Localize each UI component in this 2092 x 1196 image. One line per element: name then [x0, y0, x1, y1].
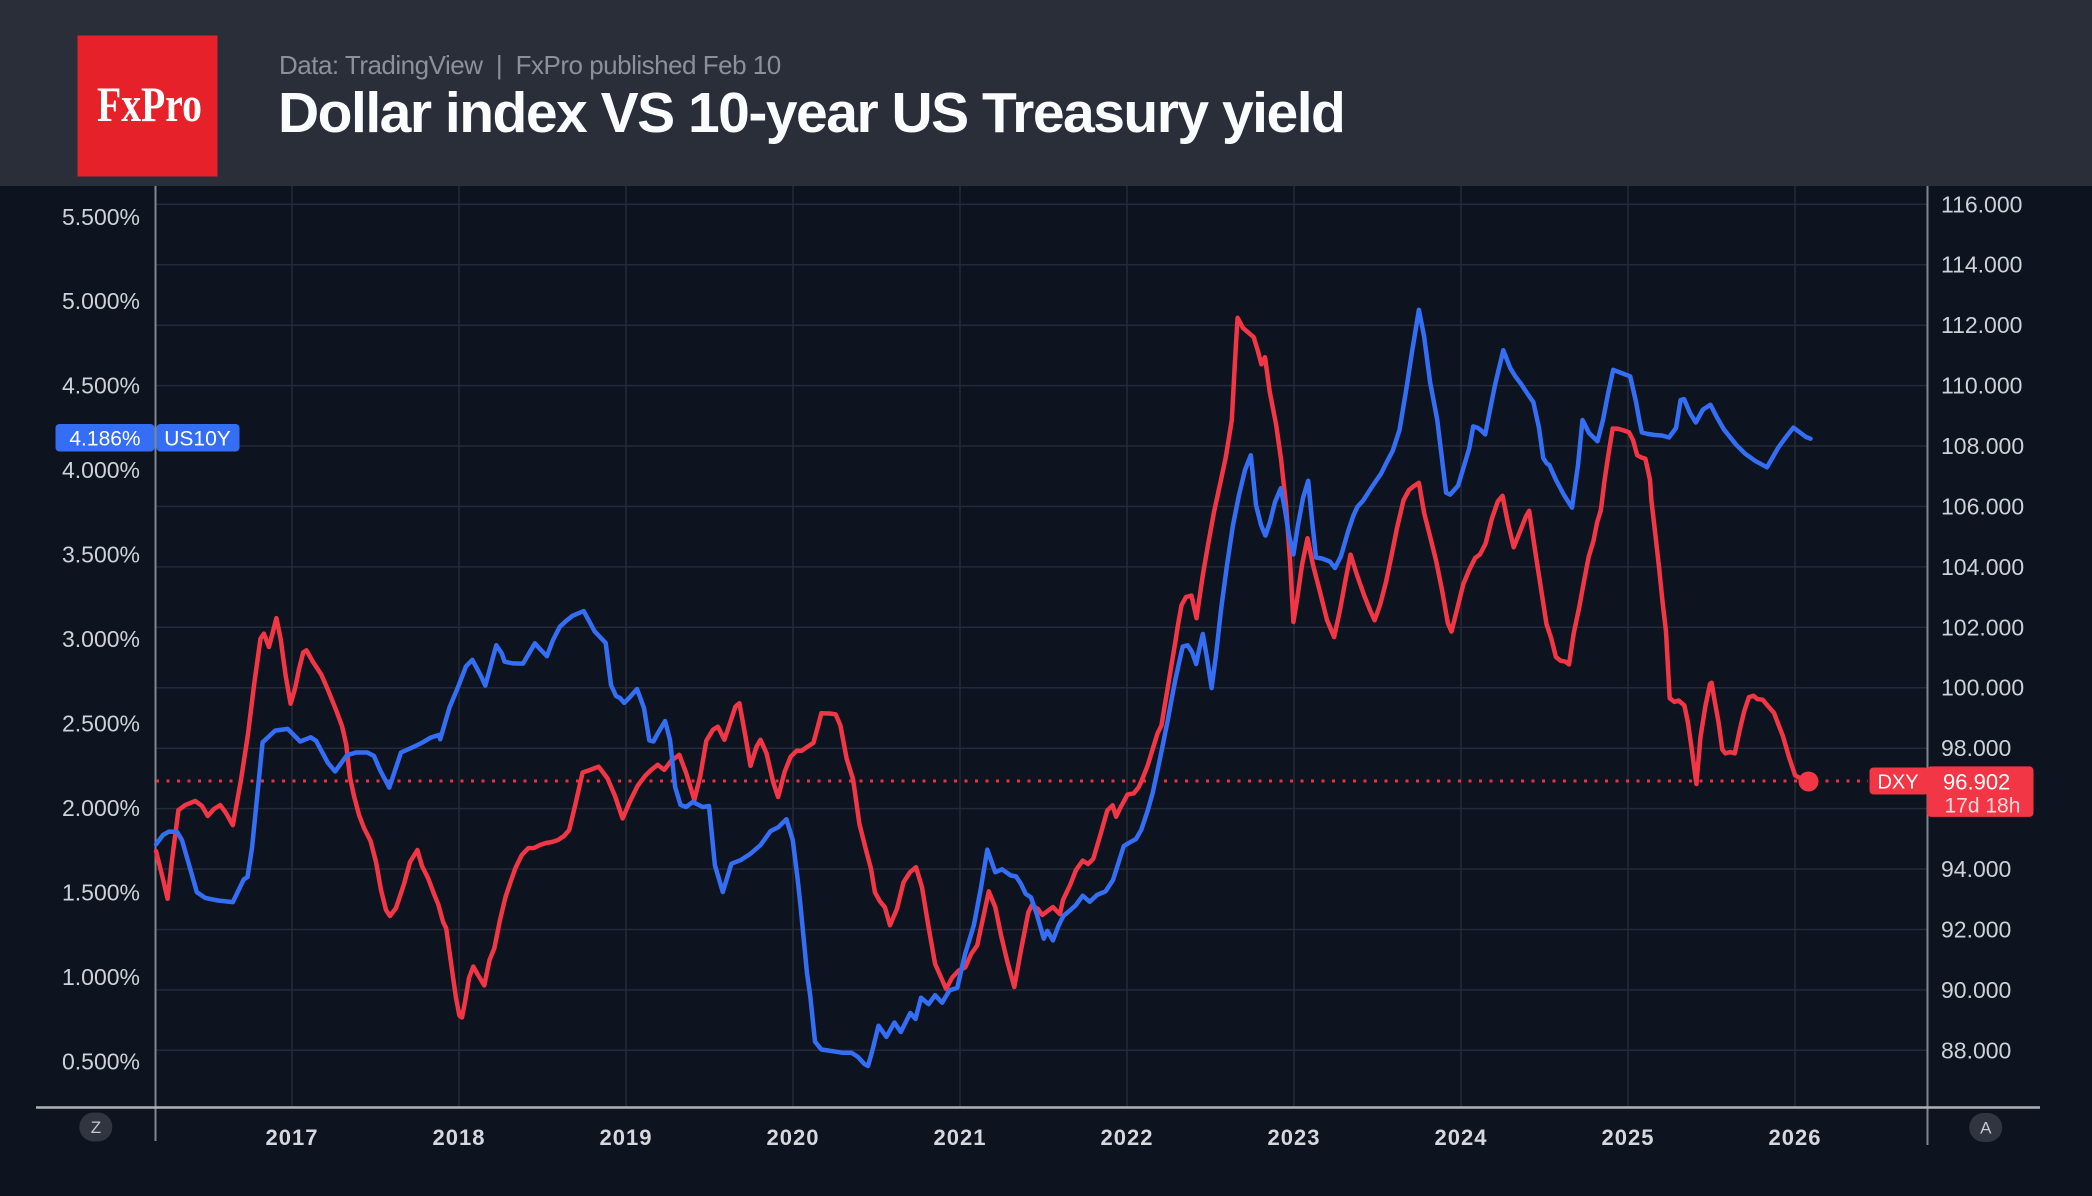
svg-text:88.000: 88.000 [1941, 1037, 2011, 1063]
svg-text:FxPro: FxPro [97, 76, 202, 132]
svg-text:4.186%: 4.186% [69, 428, 140, 451]
svg-text:2025: 2025 [1602, 1125, 1655, 1150]
svg-text:0.500%: 0.500% [62, 1048, 140, 1074]
svg-text:2019: 2019 [600, 1125, 653, 1150]
svg-text:2021: 2021 [934, 1125, 987, 1150]
svg-text:17d 18h: 17d 18h [1945, 795, 2021, 818]
svg-text:94.000: 94.000 [1941, 856, 2011, 882]
svg-text:112.000: 112.000 [1941, 312, 2022, 338]
svg-text:Data: TradingView | FxPro pu: Data: TradingView | FxPro published Feb … [279, 50, 781, 80]
svg-text:5.000%: 5.000% [62, 288, 140, 314]
svg-text:2.000%: 2.000% [62, 795, 140, 821]
svg-text:2020: 2020 [767, 1125, 820, 1150]
svg-text:4.500%: 4.500% [62, 373, 140, 399]
svg-text:2022: 2022 [1101, 1125, 1154, 1150]
svg-text:90.000: 90.000 [1941, 977, 2011, 1003]
svg-text:100.000: 100.000 [1941, 675, 2024, 701]
svg-text:2026: 2026 [1769, 1125, 1822, 1150]
svg-text:2023: 2023 [1268, 1125, 1321, 1150]
svg-text:Z: Z [91, 1118, 101, 1137]
svg-text:US10Y: US10Y [164, 428, 231, 451]
svg-text:106.000: 106.000 [1941, 494, 2024, 520]
svg-text:DXY: DXY [1877, 772, 1918, 794]
svg-text:108.000: 108.000 [1941, 433, 2024, 459]
svg-text:Dollar index VS 10-year US Tre: Dollar index VS 10-year US Treasury yiel… [278, 81, 1344, 145]
svg-text:102.000: 102.000 [1941, 614, 2024, 640]
svg-text:3.500%: 3.500% [62, 542, 140, 568]
svg-text:96.902: 96.902 [1943, 770, 2010, 795]
svg-text:4.000%: 4.000% [62, 457, 140, 483]
svg-text:2017: 2017 [266, 1125, 319, 1150]
svg-text:1.000%: 1.000% [62, 964, 140, 990]
svg-text:110.000: 110.000 [1941, 373, 2022, 399]
svg-text:3.000%: 3.000% [62, 626, 140, 652]
svg-text:98.000: 98.000 [1941, 735, 2011, 761]
svg-text:A: A [1980, 1119, 1992, 1138]
svg-text:114.000: 114.000 [1941, 252, 2022, 278]
svg-text:2.500%: 2.500% [62, 711, 140, 737]
svg-text:2018: 2018 [433, 1125, 486, 1150]
svg-text:1.500%: 1.500% [62, 879, 140, 905]
svg-text:104.000: 104.000 [1941, 554, 2024, 580]
svg-text:2024: 2024 [1435, 1125, 1488, 1150]
svg-text:92.000: 92.000 [1941, 917, 2011, 943]
svg-text:5.500%: 5.500% [62, 204, 140, 230]
svg-text:116.000: 116.000 [1941, 191, 2022, 217]
